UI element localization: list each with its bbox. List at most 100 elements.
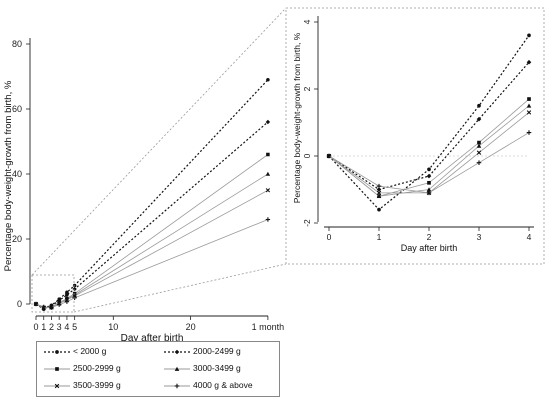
legend-marker (174, 349, 180, 355)
legend-label: 3500-3999 g (73, 380, 121, 390)
data-point (265, 217, 271, 222)
data-point (56, 302, 62, 307)
data-point (377, 207, 381, 212)
data-point (526, 103, 532, 108)
legend: < 2000 g 2000-2499 g 2500-2999 g 3000-34… (36, 341, 280, 397)
data-point (426, 190, 432, 196)
x-tick-label: 20 (186, 322, 196, 332)
data-point (72, 283, 77, 288)
x-tick-label: 1 (377, 232, 382, 242)
connector-line (31, 7, 287, 276)
legend-marker (174, 383, 180, 389)
legend-swatch (44, 350, 70, 354)
data-point (526, 110, 532, 115)
data-point (426, 173, 432, 179)
x-tick-label: 3 (477, 232, 482, 242)
data-point (72, 295, 77, 301)
data-point (476, 116, 482, 122)
legend-swatch (44, 367, 70, 371)
data-point (427, 180, 431, 185)
y-tick-label: -2 (302, 219, 312, 227)
data-point (64, 292, 70, 298)
data-point (266, 77, 270, 82)
legend-label: 3000-3499 g (193, 363, 241, 373)
data-point (477, 140, 481, 145)
data-point (376, 193, 382, 199)
main-x-axis-label: Day after birth (121, 333, 184, 344)
x-tick-label: 2 (427, 232, 432, 242)
legend-marker (55, 367, 59, 371)
data-point (72, 286, 77, 292)
data-point (376, 187, 382, 192)
data-point (527, 33, 531, 38)
data-point (476, 150, 482, 155)
y-tick-label: 40 (12, 169, 22, 179)
x-tick-label: 2 (49, 322, 54, 332)
legend-label: 2500-2999 g (73, 363, 121, 373)
main-y-axis-label: Percentage body-weight-growth from birth… (3, 80, 14, 271)
legend-swatch (164, 349, 190, 355)
inset-x-axis-label: Day after birth (401, 243, 458, 253)
x-tick-label: 0 (327, 232, 332, 242)
legend-marker (55, 350, 59, 354)
data-point (266, 152, 270, 157)
legend-swatch (44, 383, 70, 389)
connector-line (73, 263, 287, 313)
data-point (476, 143, 482, 148)
series-line (35, 173, 269, 309)
data-point (65, 290, 69, 295)
x-tick-label: 4 (527, 232, 532, 242)
data-point (326, 153, 332, 159)
y-tick-label: 2 (302, 86, 312, 91)
legend-marker (54, 383, 60, 389)
zoom-region (31, 274, 75, 313)
x-tick-label: 5 (72, 322, 77, 332)
legend-label: 2000-2499 g (193, 346, 241, 356)
inset-frame (285, 7, 545, 265)
legend-label: 4000 g & above (193, 380, 253, 390)
x-tick-label: 1 month (252, 322, 285, 332)
y-tick-label: 0 (17, 299, 22, 309)
data-point (476, 160, 482, 165)
data-point (64, 299, 70, 304)
data-point (426, 187, 432, 192)
legend-label: < 2000 g (73, 346, 107, 356)
data-point (265, 171, 271, 176)
data-point (265, 188, 271, 193)
series-line (35, 219, 269, 308)
data-point (526, 59, 532, 65)
x-tick-label: 1 (41, 322, 46, 332)
data-point (527, 97, 531, 101)
x-tick-label: 0 (33, 322, 38, 332)
inset-plot: -2 0 2 4 0 1 2 3 4 (285, 7, 545, 265)
x-tick-label: 10 (108, 322, 118, 332)
data-point (477, 103, 481, 108)
y-tick-label: 60 (12, 104, 22, 114)
series-line (35, 121, 269, 308)
inset-y-axis-label: Percentage body-weight-growth from birth… (292, 32, 302, 203)
data-point (526, 130, 532, 135)
data-point (427, 167, 431, 172)
series-line (35, 79, 269, 310)
series-line (35, 189, 269, 308)
data-point (376, 190, 382, 196)
y-tick-label: 0 (302, 153, 312, 158)
x-tick-label: 3 (57, 322, 62, 332)
series-line (328, 61, 530, 191)
legend-swatch (164, 366, 190, 371)
legend-marker (174, 366, 180, 371)
data-point (376, 183, 382, 189)
x-tick-label: 4 (64, 322, 69, 332)
y-tick-label: 20 (12, 234, 22, 244)
data-point (41, 304, 46, 310)
legend-swatch (164, 383, 190, 389)
y-tick-label: 80 (12, 39, 22, 49)
data-point (33, 301, 39, 307)
zoom-connectors (31, 7, 287, 313)
y-tick-label: 4 (302, 19, 312, 24)
data-point (265, 119, 271, 125)
series-line (35, 154, 269, 309)
